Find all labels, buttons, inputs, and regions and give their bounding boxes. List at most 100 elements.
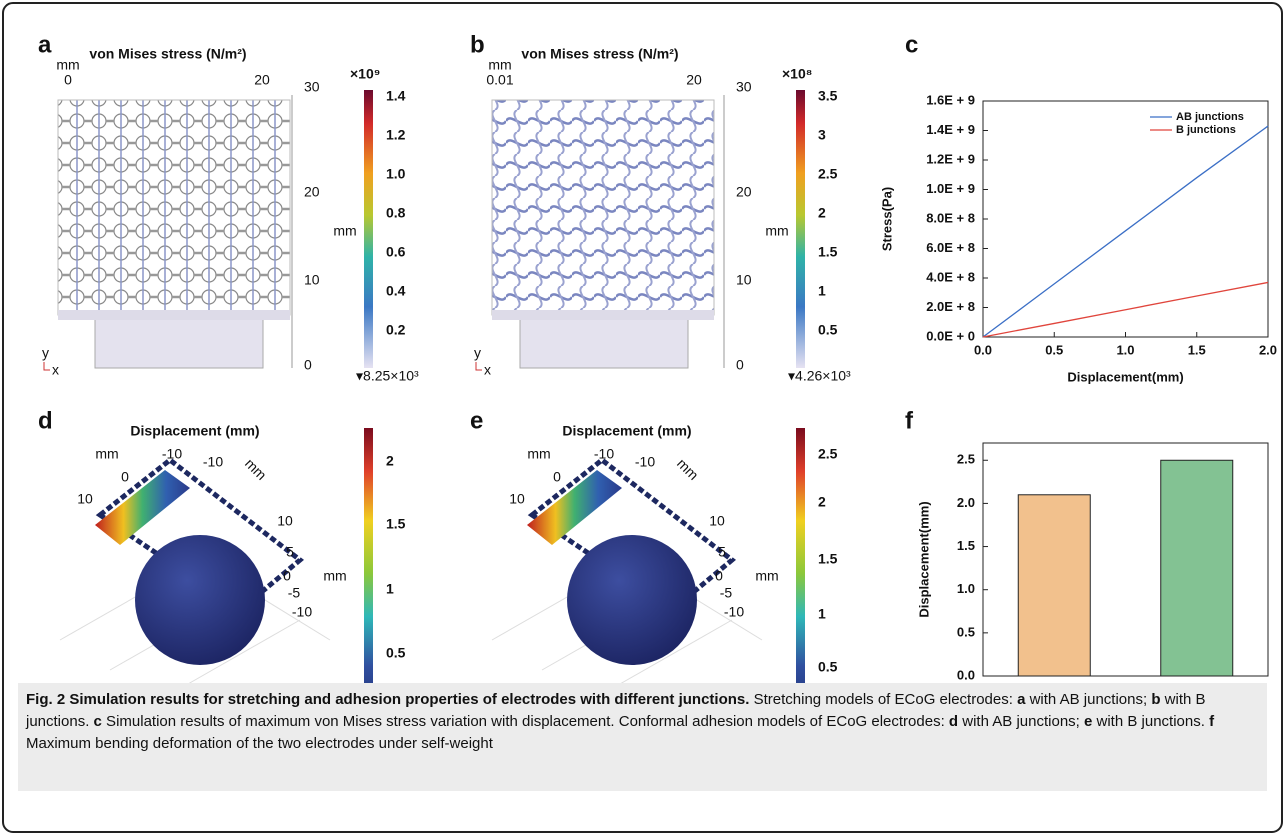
- colorbar-tick: 1: [386, 581, 394, 597]
- series-line: [982, 281, 1269, 338]
- colorbar-tick: 2: [386, 453, 394, 469]
- y-tick-label: 8.0E + 8: [926, 210, 975, 225]
- axis-label: 10: [736, 272, 752, 288]
- adhesion-model-e: [491, 456, 763, 701]
- caption-text: Fig. 2 Simulation results for stretching…: [26, 691, 750, 708]
- triad-label: x: [484, 362, 491, 378]
- y-tick-label: 0.0E + 0: [926, 328, 975, 343]
- plot-frame: [982, 100, 1269, 338]
- axis-label: mm: [242, 455, 270, 483]
- axis-label: -10: [594, 446, 614, 462]
- axis-label: 0: [304, 357, 312, 373]
- y-tick-label: 4.0E + 8: [926, 269, 975, 284]
- bar: [1160, 459, 1234, 677]
- colorbar-tick: 1.2: [386, 127, 406, 143]
- axis-label: mm: [488, 57, 511, 73]
- colorbar-tick: 2: [818, 205, 826, 221]
- axis-label: 10: [709, 513, 725, 529]
- axis-label: -5: [720, 585, 733, 601]
- axis-label: 0: [64, 72, 72, 88]
- adhesion-model-d: [59, 456, 331, 701]
- y-tick-label: 1.5: [957, 538, 975, 553]
- y-tick-label: 1.0E + 9: [926, 181, 975, 196]
- panel-title: Displacement (mm): [562, 423, 691, 439]
- panel-label: b: [470, 31, 485, 58]
- x-axis-label: Displacement(mm): [1067, 369, 1183, 384]
- caption-text: c: [93, 713, 102, 730]
- axis-label: -10: [635, 454, 655, 470]
- x-tick-label: 0.5: [1045, 342, 1063, 357]
- colorbar-tick: 2.5: [818, 446, 838, 462]
- caption-text: with AB junctions;: [958, 713, 1084, 730]
- axis-label: 10: [304, 272, 320, 288]
- axis-label: -10: [292, 604, 312, 620]
- plot-frame: [982, 442, 1269, 677]
- caption-text: with B junctions.: [26, 691, 1206, 730]
- colorbar-tick: 0.4: [386, 283, 406, 299]
- axis-label: mm: [95, 446, 118, 462]
- axis-label: 20: [304, 184, 320, 200]
- triad: [475, 362, 482, 371]
- caption-text: d: [948, 713, 959, 730]
- caption-text: Maximum bending deformation of the two e…: [26, 735, 493, 752]
- panel-label: c: [905, 31, 918, 58]
- y-tick-label: 0.5: [957, 624, 975, 639]
- caption-text: Stretching models of ECoG electrodes:: [749, 691, 1018, 708]
- panel-label: a: [38, 31, 52, 58]
- caption-text: with AB junctions;: [1025, 691, 1152, 708]
- x-tick-label: 1.5: [1188, 342, 1206, 357]
- colorbar-tick: 1.5: [386, 516, 406, 532]
- axis-label: 20: [686, 72, 702, 88]
- axis-label: -10: [724, 604, 744, 620]
- series-line: [982, 125, 1269, 338]
- colorbar-tick: 0.5: [818, 322, 838, 338]
- caption-text: f: [1209, 713, 1215, 730]
- axis-label: 10: [277, 513, 293, 529]
- y-tick-label: 1.6E + 9: [926, 92, 975, 107]
- colorbar: [364, 428, 373, 718]
- colorbar-min: ▾4.26×10³: [788, 368, 851, 384]
- axis-label: -5: [288, 585, 301, 601]
- y-axis-label: Stress(Pa): [879, 187, 894, 251]
- caption-text: b: [1151, 691, 1161, 708]
- axis-label: 0: [553, 469, 561, 485]
- colorbar-tick: 1: [818, 283, 826, 299]
- axis-label: 0: [715, 568, 723, 584]
- axis-label: mm: [674, 455, 702, 483]
- x-tick-label: 0.0: [974, 342, 992, 357]
- colorbar-tick: 1.4: [386, 88, 406, 104]
- y-tick-label: 2.5: [957, 452, 975, 467]
- axis-label: mm: [755, 568, 778, 584]
- panel-label: d: [38, 407, 53, 434]
- axis-label: 5: [286, 544, 294, 560]
- axis-unit: mm: [765, 223, 788, 239]
- panel-title: von Mises stress (N/m²): [521, 46, 678, 62]
- colorbar-tick: 1: [818, 606, 826, 622]
- colorbar: [364, 90, 373, 368]
- caption-text: with B junctions.: [1092, 713, 1210, 730]
- colorbar-tick: 0.8: [386, 205, 406, 221]
- axis-label: 0: [736, 357, 744, 373]
- panel-label: f: [905, 407, 914, 434]
- y-tick-label: 1.2E + 9: [926, 151, 975, 166]
- panel-title: von Mises stress (N/m²): [89, 46, 246, 62]
- axis-label: 0: [121, 469, 129, 485]
- colorbar-tick: 1.0: [386, 166, 406, 182]
- colorbar: [796, 428, 805, 718]
- axis-label: 30: [304, 79, 320, 95]
- y-tick-label: 2.0E + 8: [926, 299, 975, 314]
- caption-text: Simulation results of maximum von Mises …: [101, 713, 949, 730]
- axis-label: mm: [323, 568, 346, 584]
- axis-label: 20: [254, 72, 270, 88]
- x-tick-label: 2.0: [1259, 342, 1277, 357]
- colorbar-tick: 2.5: [818, 166, 838, 182]
- axis-label: -10: [162, 446, 182, 462]
- colorbar-multiplier: ×10⁹: [350, 66, 380, 82]
- axis-label: 30: [736, 79, 752, 95]
- colorbar-tick: 0.2: [386, 322, 406, 338]
- panel-label: e: [470, 407, 483, 434]
- y-tick-label: 6.0E + 8: [926, 240, 975, 255]
